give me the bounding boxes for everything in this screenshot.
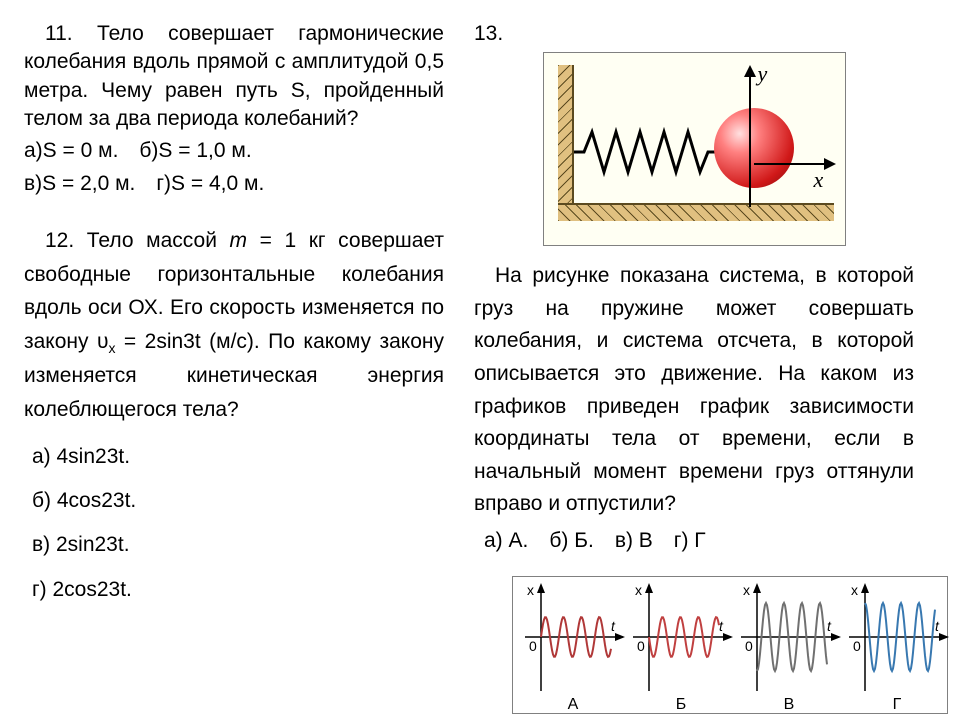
q12-opt-d: г) 2cos23t.	[24, 576, 444, 604]
q12-opt-c: в) 2sin23t.	[24, 531, 444, 559]
q12-options: а) 4sin23t. б) 4cos23t. в) 2sin23t. г) 2…	[24, 443, 444, 604]
svg-text:Б: Б	[676, 696, 687, 713]
q11-opts-line1: а)S = 0 м. б)S = 1,0 м.	[24, 137, 444, 165]
q13-options: а) А. б) Б. в) В г) Г	[474, 527, 914, 555]
svg-text:t: t	[719, 618, 724, 634]
q12-frag-a: 12. Тело массой	[45, 229, 230, 252]
svg-text:0: 0	[745, 638, 753, 654]
svg-text:0: 0	[637, 638, 645, 654]
q12-opt-b: б) 4cos23t.	[24, 487, 444, 515]
svg-text:x: x	[635, 582, 642, 598]
y-axis-label: y	[758, 61, 768, 87]
spring-diagram: y x	[543, 52, 846, 246]
svg-text:0: 0	[853, 638, 861, 654]
svg-text:x: x	[851, 582, 858, 598]
y-axis	[749, 67, 751, 207]
hatch-vertical	[558, 65, 574, 221]
hatch-horizontal	[558, 203, 834, 221]
q11-text: 11. Тело совершает гармонические колебан…	[24, 20, 444, 133]
q11-opts-line2: в)S = 2,0 м. г)S = 4,0 м.	[24, 170, 444, 198]
svg-text:t: t	[611, 618, 616, 634]
svg-text:t: t	[935, 618, 940, 634]
x-axis-label: x	[814, 167, 824, 193]
svg-text:А: А	[568, 696, 579, 713]
x-axis	[754, 163, 834, 165]
q13-text: На рисунке показана система, в которой г…	[474, 260, 914, 520]
q12-text: 12. Тело массой m = 1 кг совершает свобо…	[24, 224, 444, 427]
graph-svg: 0 t x А 0 t x Б 0 t x В 0 t x Г	[513, 577, 949, 715]
q12-opt-a: а) 4sin23t.	[24, 443, 444, 471]
svg-text:x: x	[743, 582, 750, 598]
svg-text:Г: Г	[893, 696, 902, 713]
q12-m: m	[230, 229, 248, 252]
q13-number: 13.	[474, 20, 914, 48]
svg-text:t: t	[827, 618, 832, 634]
graph-panel: 0 t x А 0 t x Б 0 t x В 0 t x Г	[512, 576, 948, 714]
svg-text:x: x	[527, 582, 534, 598]
mass-ball	[714, 108, 794, 188]
spring-coil	[574, 127, 724, 177]
svg-text:В: В	[784, 696, 795, 713]
svg-text:0: 0	[529, 638, 537, 654]
